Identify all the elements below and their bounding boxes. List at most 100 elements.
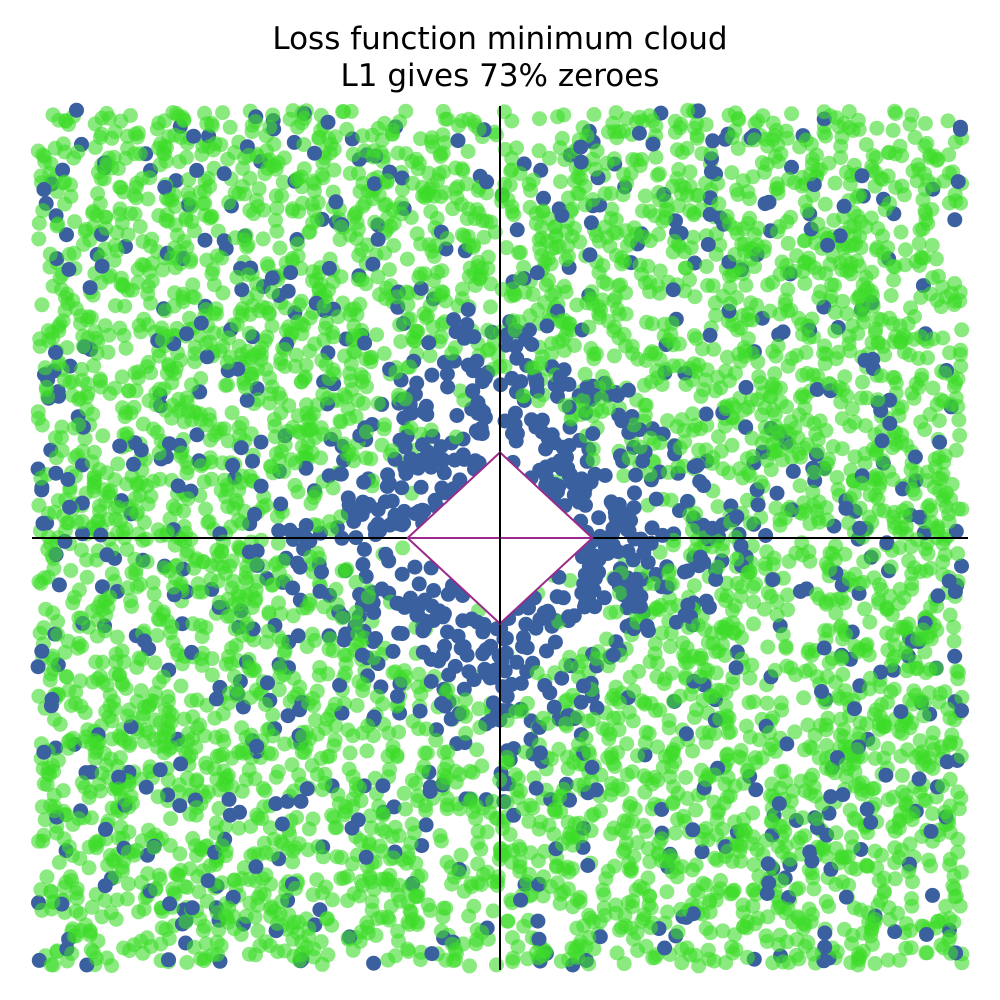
sparse-point <box>398 802 413 817</box>
nonsparse-point <box>538 442 553 457</box>
sparse-point <box>711 196 726 211</box>
sparse-point <box>802 330 817 345</box>
sparse-point <box>424 423 439 438</box>
sparse-point <box>949 443 964 458</box>
nonsparse-point <box>449 408 464 423</box>
sparse-point <box>316 170 331 185</box>
sparse-point <box>904 582 919 597</box>
sparse-point <box>929 661 944 676</box>
sparse-point <box>195 629 210 644</box>
sparse-point <box>774 695 789 710</box>
nonsparse-point <box>395 567 410 582</box>
sparse-point <box>343 745 358 760</box>
sparse-point <box>405 176 420 191</box>
sparse-point <box>862 681 877 696</box>
sparse-point <box>161 689 176 704</box>
sparse-point <box>281 424 296 439</box>
sparse-point <box>63 563 78 578</box>
sparse-point <box>935 778 950 793</box>
sparse-point <box>511 771 526 786</box>
nonsparse-point <box>424 946 439 961</box>
sparse-point <box>98 221 113 236</box>
sparse-point <box>599 632 614 647</box>
sparse-point <box>227 145 242 160</box>
sparse-point <box>530 665 545 680</box>
sparse-point <box>557 343 572 358</box>
sparse-point <box>180 734 195 749</box>
nonsparse-point <box>696 478 711 493</box>
sparse-point <box>329 582 344 597</box>
sparse-point <box>648 602 663 617</box>
sparse-point <box>954 749 969 764</box>
sparse-point <box>927 177 942 192</box>
nonsparse-point <box>479 174 494 189</box>
nonsparse-point <box>418 453 433 468</box>
nonsparse-point <box>539 460 554 475</box>
sparse-point <box>736 308 751 323</box>
sparse-point <box>951 413 966 428</box>
sparse-point <box>349 409 364 424</box>
sparse-point <box>853 501 868 516</box>
sparse-point <box>795 810 810 825</box>
sparse-point <box>202 514 217 529</box>
sparse-point <box>250 199 265 214</box>
sparse-point <box>622 451 637 466</box>
sparse-point <box>44 957 59 972</box>
sparse-point <box>35 203 50 218</box>
sparse-point <box>151 116 166 131</box>
sparse-point <box>864 923 879 938</box>
sparse-point <box>789 932 804 947</box>
nonsparse-point <box>137 634 152 649</box>
sparse-point <box>869 121 884 136</box>
sparse-point <box>410 226 425 241</box>
sparse-point <box>685 406 700 421</box>
sparse-point <box>64 946 79 961</box>
sparse-point <box>794 506 809 521</box>
sparse-point <box>544 336 559 351</box>
sparse-point <box>454 113 469 128</box>
sparse-point <box>552 789 567 804</box>
sparse-point <box>43 673 58 688</box>
sparse-point <box>714 587 729 602</box>
sparse-point <box>79 553 94 568</box>
sparse-point <box>392 828 407 843</box>
sparse-point <box>161 725 176 740</box>
sparse-point <box>152 382 167 397</box>
sparse-point <box>310 213 325 228</box>
sparse-point <box>179 391 194 406</box>
sparse-point <box>614 920 629 935</box>
sparse-point <box>285 201 300 216</box>
sparse-point <box>946 620 961 635</box>
sparse-point <box>193 841 208 856</box>
sparse-point <box>489 811 504 826</box>
sparse-point <box>464 792 479 807</box>
sparse-point <box>99 592 114 607</box>
nonsparse-point <box>455 613 470 628</box>
sparse-point <box>952 428 967 443</box>
sparse-point <box>316 599 331 614</box>
sparse-point <box>835 294 850 309</box>
sparse-point <box>71 417 86 432</box>
nonsparse-point <box>528 420 543 435</box>
sparse-point <box>770 607 785 622</box>
nonsparse-point <box>172 798 187 813</box>
sparse-point <box>654 626 669 641</box>
sparse-point <box>884 288 899 303</box>
sparse-point <box>344 357 359 372</box>
sparse-point <box>666 779 681 794</box>
sparse-point <box>391 725 406 740</box>
sparse-point <box>31 689 46 704</box>
sparse-point <box>646 576 661 591</box>
sparse-point <box>322 371 337 386</box>
sparse-point <box>503 827 518 842</box>
sparse-point <box>651 227 666 242</box>
sparse-point <box>866 736 881 751</box>
sparse-point <box>589 651 604 666</box>
sparse-point <box>577 402 592 417</box>
sparse-point <box>234 927 249 942</box>
nonsparse-point <box>254 435 269 450</box>
sparse-point <box>164 363 179 378</box>
sparse-point <box>345 447 360 462</box>
nonsparse-point <box>847 701 862 716</box>
